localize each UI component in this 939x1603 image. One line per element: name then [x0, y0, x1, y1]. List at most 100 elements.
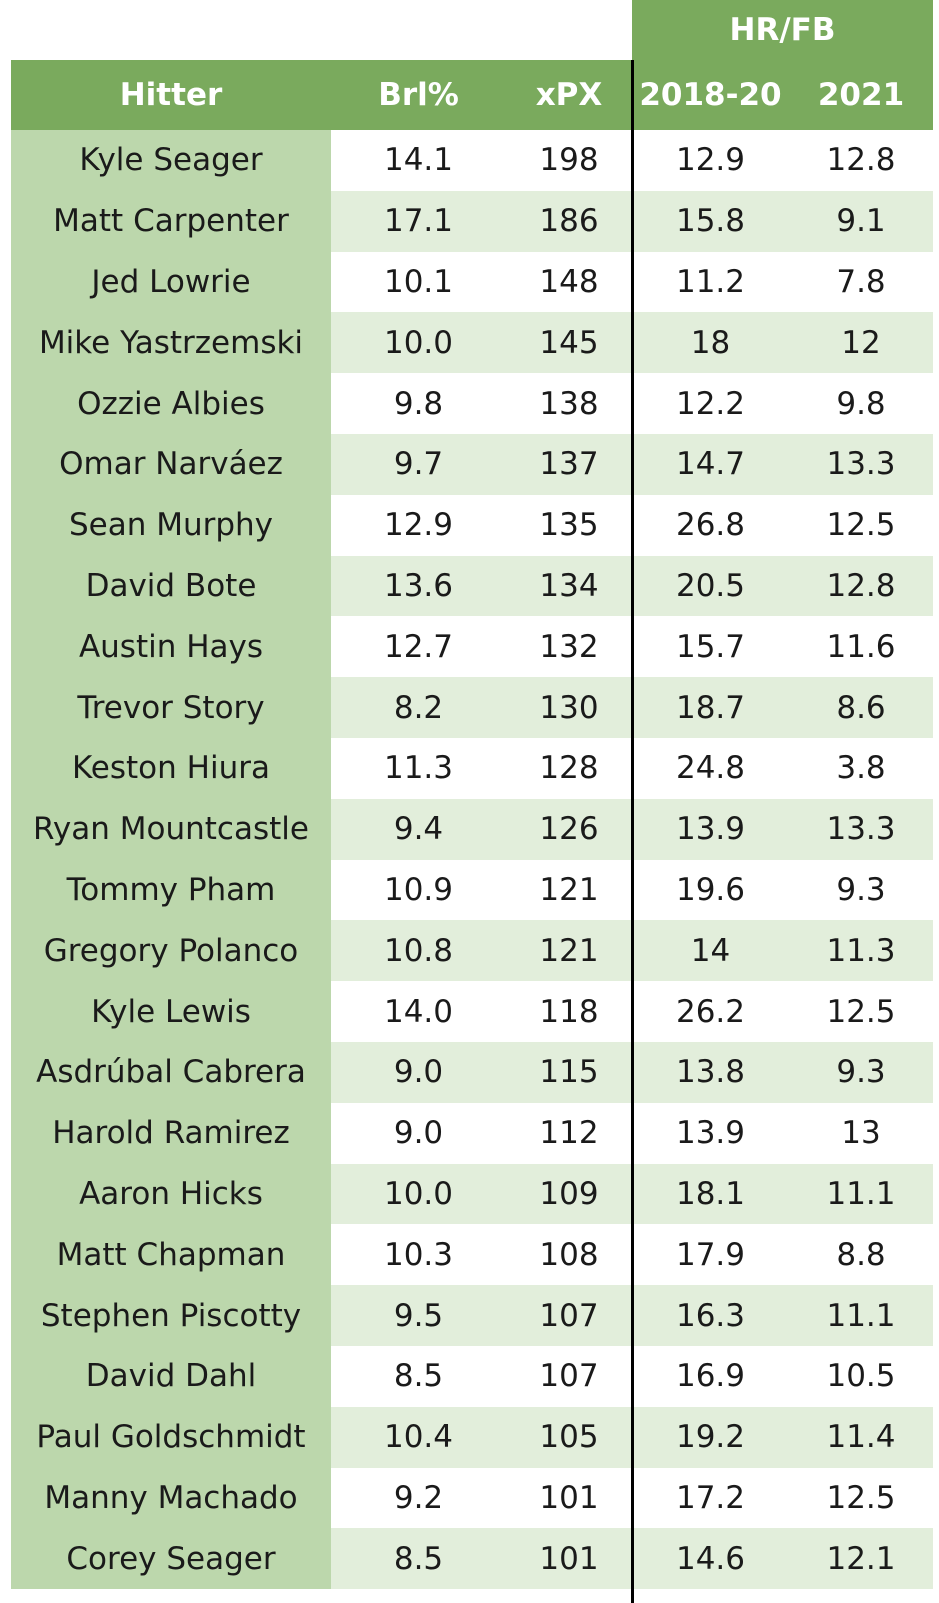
column-header-hitter: Hitter	[119, 77, 223, 113]
brl-cell: 9.7	[393, 446, 444, 483]
hrfb-2021-cell: 12.5	[826, 1479, 896, 1516]
table-row: Trevor Story 8.2 130 18.7 8.6	[11, 677, 933, 738]
xpx-cell: 101	[539, 1540, 599, 1577]
xpx-cell: 118	[539, 993, 599, 1030]
hrfb-2021-cell: 12.8	[826, 567, 896, 604]
xpx-cell: 121	[539, 871, 599, 908]
table-row: Gregory Polanco 10.8 121 14 11.3	[11, 920, 933, 982]
xpx-cell: 107	[539, 1297, 599, 1334]
hrfb-2018-20-cell: 15.8	[675, 203, 746, 240]
table-header-row: Hitter Brl% xPX 2018-20 2021	[11, 60, 933, 130]
xpx-cell: 138	[539, 385, 599, 422]
hitter-cell: Paul Goldschmidt	[11, 1406, 331, 1468]
hrfb-2018-20-cell: 15.7	[675, 628, 746, 665]
hrfb-2021-cell: 11.4	[826, 1419, 896, 1456]
hitter-cell: Harold Ramirez	[11, 1102, 331, 1164]
group-header-hr-fb: HR/FB	[632, 0, 933, 60]
brl-cell: 12.7	[383, 628, 454, 665]
xpx-cell: 130	[539, 689, 599, 726]
xpx-cell: 137	[539, 446, 599, 483]
hrfb-2018-20-cell: 16.3	[675, 1297, 746, 1334]
xpx-cell: 145	[539, 324, 599, 361]
table-row: Omar Narváez 9.7 137 14.7 13.3	[11, 433, 933, 495]
hitter-cell: Gregory Polanco	[11, 920, 331, 982]
table-row: Corey Seager 8.5 101 14.6 12.1	[11, 1528, 933, 1590]
xpx-cell: 112	[539, 1115, 599, 1152]
hitter-cell: Matt Chapman	[11, 1224, 331, 1286]
table-row: Tommy Pham 10.9 121 19.6 9.3	[11, 859, 933, 921]
brl-cell: 10.9	[383, 871, 454, 908]
xpx-cell: 128	[539, 750, 599, 787]
column-divider	[631, 60, 634, 1603]
hrfb-2021-cell: 11.6	[826, 628, 896, 665]
brl-cell: 14.1	[383, 142, 454, 179]
table-row: Manny Machado 9.2 101 17.2 12.5	[11, 1467, 933, 1529]
brl-cell: 13.6	[383, 567, 454, 604]
hrfb-2021-cell: 12.8	[826, 142, 896, 179]
xpx-cell: 135	[539, 507, 599, 544]
xpx-cell: 134	[539, 567, 599, 604]
hrfb-2018-20-cell: 26.2	[675, 993, 746, 1030]
hrfb-2018-20-cell: 14	[690, 932, 731, 969]
hrfb-2018-20-cell: 12.9	[675, 142, 746, 179]
hitter-cell: Aaron Hicks	[11, 1163, 331, 1225]
hrfb-2018-20-cell: 12.2	[675, 385, 746, 422]
table-row: Aaron Hicks 10.0 109 18.1 11.1	[11, 1163, 933, 1225]
xpx-cell: 121	[539, 932, 599, 969]
xpx-cell: 186	[539, 203, 599, 240]
brl-cell: 10.1	[383, 263, 454, 300]
brl-cell: 8.2	[393, 689, 444, 726]
brl-cell: 10.4	[383, 1419, 454, 1456]
hitter-cell: David Bote	[11, 555, 331, 617]
brl-cell: 8.5	[393, 1540, 444, 1577]
hitter-cell: Trevor Story	[11, 677, 331, 738]
hrfb-2021-cell: 12.1	[826, 1540, 896, 1577]
xpx-cell: 126	[539, 811, 599, 848]
xpx-cell: 198	[539, 142, 599, 179]
table-row: Harold Ramirez 9.0 112 13.9 13	[11, 1102, 933, 1164]
hrfb-2018-20-cell: 18.7	[675, 689, 746, 726]
table-row: Mike Yastrzemski 10.0 145 18 12	[11, 312, 933, 374]
table-body: Kyle Seager 14.1 198 12.9 12.8 Matt Carpenter…	[11, 130, 933, 1590]
hrfb-2018-20-cell: 26.8	[675, 507, 746, 544]
hrfb-2021-cell: 11.1	[826, 1175, 896, 1212]
table-row: Kyle Lewis 14.0 118 26.2 12.5	[11, 981, 933, 1042]
xpx-cell: 108	[539, 1236, 599, 1273]
table-row: Ozzie Albies 9.8 138 12.2 9.8	[11, 373, 933, 434]
hrfb-2021-cell: 9.1	[836, 203, 886, 240]
xpx-cell: 115	[539, 1054, 599, 1091]
column-header-hrfb-2018-20: 2018-20	[639, 77, 782, 113]
hrfb-2018-20-cell: 17.2	[675, 1479, 746, 1516]
hitter-cell: Matt Carpenter	[11, 190, 331, 252]
hrfb-2018-20-cell: 13.8	[675, 1054, 746, 1091]
hrfb-2018-20-cell: 13.9	[675, 1115, 746, 1152]
table-row: Kyle Seager 14.1 198 12.9 12.8	[11, 130, 933, 191]
hrfb-2018-20-cell: 14.6	[675, 1540, 746, 1577]
hrfb-2021-cell: 12.5	[826, 507, 896, 544]
hitter-cell: David Dahl	[11, 1345, 331, 1407]
xpx-cell: 132	[539, 628, 599, 665]
hrfb-2021-cell: 3.8	[836, 750, 886, 787]
hrfb-2018-20-cell: 19.6	[675, 871, 746, 908]
brl-cell: 9.0	[393, 1054, 444, 1091]
hitter-cell: Keston Hiura	[11, 737, 331, 799]
hrfb-2018-20-cell: 18	[690, 324, 731, 361]
hitter-cell: Kyle Seager	[11, 130, 331, 191]
hrfb-2021-cell: 13	[841, 1115, 881, 1152]
brl-cell: 10.8	[383, 932, 454, 969]
hrfb-2021-cell: 9.3	[836, 1054, 886, 1091]
brl-cell: 10.0	[383, 324, 454, 361]
hrfb-2021-cell: 9.8	[836, 385, 886, 422]
hitter-cell: Omar Narváez	[11, 433, 331, 495]
hrfb-2018-20-cell: 19.2	[675, 1419, 746, 1456]
hitter-cell: Kyle Lewis	[11, 981, 331, 1042]
hitter-cell: Jed Lowrie	[11, 251, 331, 313]
brl-cell: 9.4	[393, 811, 444, 848]
hitter-cell: Mike Yastrzemski	[11, 312, 331, 374]
hrfb-2018-20-cell: 16.9	[675, 1358, 746, 1395]
table-row: Asdrúbal Cabrera 9.0 115 13.8 9.3	[11, 1041, 933, 1103]
column-header-brl: Brl%	[378, 77, 459, 113]
hrfb-2018-20-cell: 20.5	[675, 567, 746, 604]
table-row: Matt Carpenter 17.1 186 15.8 9.1	[11, 190, 933, 252]
hitter-cell: Asdrúbal Cabrera	[11, 1041, 331, 1103]
